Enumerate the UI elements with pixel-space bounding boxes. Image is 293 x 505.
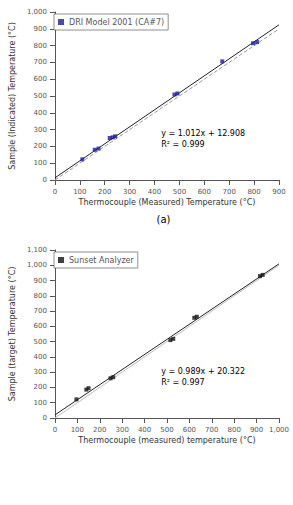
svg-text:Sample (Indicated) Temperature: Sample (Indicated) Temperature (°C) bbox=[8, 22, 17, 170]
svg-text:200: 200 bbox=[98, 188, 111, 196]
svg-text:800: 800 bbox=[34, 42, 47, 50]
svg-text:y = 0.989x + 20.322: y = 0.989x + 20.322 bbox=[161, 367, 245, 376]
svg-text:R² = 0.997: R² = 0.997 bbox=[161, 378, 204, 387]
svg-text:100: 100 bbox=[73, 188, 86, 196]
svg-text:Sunset Analyzer: Sunset Analyzer bbox=[69, 256, 135, 265]
svg-text:0: 0 bbox=[53, 426, 57, 434]
svg-text:R² = 0.999: R² = 0.999 bbox=[161, 140, 204, 149]
svg-text:400: 400 bbox=[148, 188, 161, 196]
svg-text:y = 1.012x + 12.908: y = 1.012x + 12.908 bbox=[161, 129, 245, 138]
svg-text:600: 600 bbox=[198, 188, 211, 196]
svg-text:100: 100 bbox=[71, 426, 84, 434]
svg-text:600: 600 bbox=[34, 75, 47, 83]
svg-text:700: 700 bbox=[223, 188, 236, 196]
svg-text:800: 800 bbox=[34, 292, 47, 300]
svg-text:500: 500 bbox=[34, 92, 47, 100]
svg-text:500: 500 bbox=[34, 338, 47, 346]
svg-text:(a): (a) bbox=[157, 214, 171, 225]
svg-text:500: 500 bbox=[173, 188, 186, 196]
svg-text:Thermocouple (measured) temper: Thermocouple (measured) temperature (°C) bbox=[77, 436, 255, 445]
svg-text:400: 400 bbox=[34, 353, 47, 361]
svg-text:400: 400 bbox=[138, 426, 151, 434]
svg-text:900: 900 bbox=[34, 277, 47, 285]
svg-text:1,000: 1,000 bbox=[27, 8, 47, 16]
svg-text:DRI Model 2001 (CA#7): DRI Model 2001 (CA#7) bbox=[69, 18, 164, 27]
svg-text:Sample (target) Temperature (°: Sample (target) Temperature (°C) bbox=[8, 267, 17, 402]
svg-text:900: 900 bbox=[34, 25, 47, 33]
svg-text:500: 500 bbox=[160, 426, 173, 434]
svg-text:1,000: 1,000 bbox=[27, 261, 47, 269]
svg-text:0: 0 bbox=[42, 176, 46, 184]
svg-text:300: 300 bbox=[34, 126, 47, 134]
svg-text:900: 900 bbox=[250, 426, 263, 434]
svg-text:600: 600 bbox=[34, 322, 47, 330]
svg-text:300: 300 bbox=[34, 368, 47, 376]
svg-text:900: 900 bbox=[272, 188, 285, 196]
svg-text:200: 200 bbox=[34, 142, 47, 150]
svg-text:Thermocouple (Measured) Temper: Thermocouple (Measured) Temperature (°C) bbox=[78, 198, 256, 207]
svg-text:700: 700 bbox=[34, 307, 47, 315]
svg-text:400: 400 bbox=[34, 109, 47, 117]
svg-text:600: 600 bbox=[183, 426, 196, 434]
svg-text:100: 100 bbox=[34, 159, 47, 167]
svg-text:700: 700 bbox=[205, 426, 218, 434]
svg-text:1,000: 1,000 bbox=[269, 426, 289, 434]
svg-text:1,100: 1,100 bbox=[27, 246, 47, 254]
svg-text:300: 300 bbox=[123, 188, 136, 196]
svg-text:200: 200 bbox=[93, 426, 106, 434]
svg-text:0: 0 bbox=[53, 188, 57, 196]
svg-text:300: 300 bbox=[115, 426, 128, 434]
svg-text:800: 800 bbox=[247, 188, 260, 196]
svg-text:100: 100 bbox=[34, 399, 47, 407]
svg-text:700: 700 bbox=[34, 58, 47, 66]
svg-text:800: 800 bbox=[228, 426, 241, 434]
svg-text:0: 0 bbox=[42, 414, 46, 422]
svg-text:200: 200 bbox=[34, 383, 47, 391]
